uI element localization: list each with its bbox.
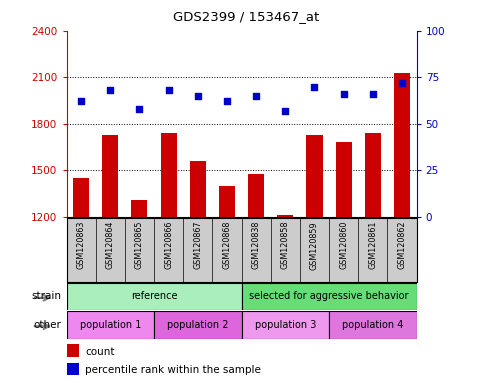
Text: GSM120863: GSM120863 [76,221,86,269]
Point [340,91,348,97]
Bar [248,174,264,217]
Text: strain: strain [32,291,62,301]
Bar [242,311,329,339]
Text: GSM120838: GSM120838 [251,221,261,269]
Text: reference: reference [131,291,177,301]
Bar [154,311,242,339]
Point [194,93,202,99]
Text: population 3: population 3 [255,320,316,330]
Text: GSM120867: GSM120867 [193,221,202,270]
Point [77,98,85,104]
Bar [307,135,322,217]
Text: GSM120860: GSM120860 [339,221,348,269]
Bar [161,133,176,217]
Bar [190,161,206,217]
Point [106,87,114,93]
Text: population 1: population 1 [80,320,141,330]
Bar [67,344,79,357]
Bar [336,142,352,217]
Bar [365,133,381,217]
Bar [219,186,235,217]
Text: selected for aggressive behavior: selected for aggressive behavior [249,291,409,301]
Point [136,106,143,112]
Bar [67,311,154,339]
Point [369,91,377,97]
Text: percentile rank within the sample: percentile rank within the sample [85,365,261,375]
Text: GSM120861: GSM120861 [368,221,377,269]
Text: GSM120868: GSM120868 [222,221,232,269]
Bar [67,283,242,310]
Text: GSM120866: GSM120866 [164,221,173,269]
Point [165,87,173,93]
Text: population 2: population 2 [167,320,229,330]
Text: population 4: population 4 [342,320,403,330]
Text: GSM120865: GSM120865 [135,221,144,270]
Bar [132,200,147,217]
Point [252,93,260,99]
Bar [102,135,118,217]
Text: other: other [34,320,62,330]
Bar [67,362,79,375]
Text: GSM120862: GSM120862 [397,221,407,270]
Bar [394,73,410,217]
Text: GSM120864: GSM120864 [106,221,115,269]
Text: GSM120859: GSM120859 [310,221,319,270]
Text: count: count [85,347,115,357]
Bar [277,215,293,217]
Point [282,108,289,114]
Bar [242,283,417,310]
Bar [73,178,89,217]
Point [311,84,318,90]
Text: GSM120858: GSM120858 [281,221,290,270]
Bar [329,311,417,339]
Point [223,98,231,104]
Text: GDS2399 / 153467_at: GDS2399 / 153467_at [174,10,319,23]
Point [398,80,406,86]
